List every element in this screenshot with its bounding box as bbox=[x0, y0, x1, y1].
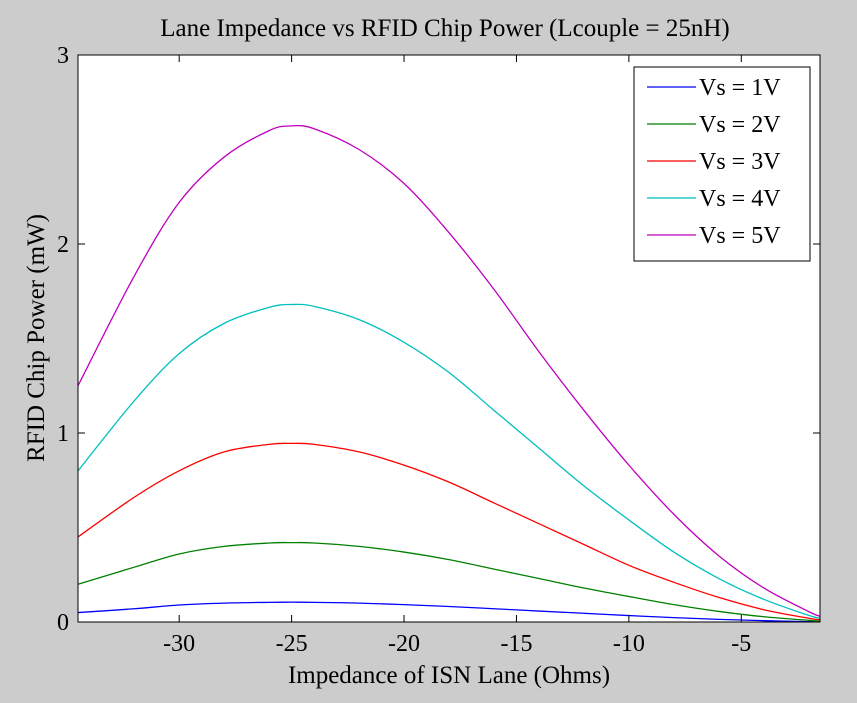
x-axis-label: Impedance of ISN Lane (Ohms) bbox=[288, 662, 610, 689]
legend-label-4: Vs = 4V bbox=[699, 186, 781, 212]
chart-title: Lane Impedance vs RFID Chip Power (Lcoup… bbox=[160, 15, 730, 42]
legend-label-2: Vs = 2V bbox=[699, 112, 781, 138]
series-line-4 bbox=[77, 303, 821, 619]
x-tick-label: -10 bbox=[613, 631, 645, 657]
x-tick-label: -20 bbox=[388, 631, 420, 657]
legend-items: Vs = 1V Vs = 2V Vs = 3V Vs = 4V Vs = 5V bbox=[647, 75, 781, 249]
x-tick-label: -25 bbox=[276, 631, 308, 657]
y-tick-label: 3 bbox=[57, 43, 69, 69]
series-line-2 bbox=[77, 541, 821, 622]
series-line-1 bbox=[77, 601, 821, 623]
legend: Vs = 1V Vs = 2V Vs = 3V Vs = 4V Vs = 5V bbox=[633, 66, 811, 262]
y-axis-label: RFID Chip Power (mW) bbox=[23, 214, 50, 462]
series-line-3 bbox=[77, 442, 821, 621]
y-tick-label: 0 bbox=[57, 610, 69, 636]
y-tick-label: 1 bbox=[57, 421, 69, 447]
series-layer bbox=[77, 124, 821, 623]
x-tick-label: -30 bbox=[163, 631, 195, 657]
x-tick-label: -5 bbox=[731, 631, 751, 657]
legend-label-5: Vs = 5V bbox=[699, 223, 781, 249]
legend-label-1: Vs = 1V bbox=[699, 75, 781, 101]
series-line-5 bbox=[77, 124, 821, 617]
tick-layer: -30 -25 -20 -15 -10 -5 0 1 2 3 bbox=[57, 43, 820, 657]
legend-box bbox=[633, 66, 811, 262]
y-tick-label: 2 bbox=[57, 232, 69, 258]
plot-frame bbox=[77, 54, 821, 623]
x-tick-label: -15 bbox=[500, 631, 532, 657]
legend-label-3: Vs = 3V bbox=[699, 149, 781, 175]
